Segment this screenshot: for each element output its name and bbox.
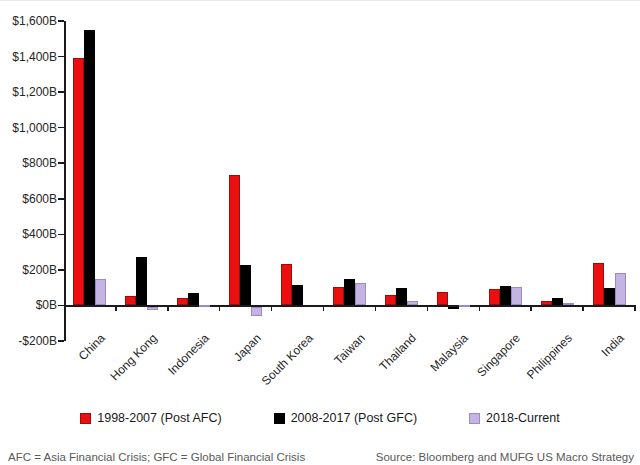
bar [604,288,615,306]
bar [396,288,407,306]
bar [437,292,448,305]
legend-swatch [469,413,480,424]
bar [281,264,292,306]
x-axis-tick [167,305,169,311]
y-axis-tick [58,198,64,200]
bar [563,303,574,306]
x-axis-tick [582,305,584,311]
y-axis-tick [58,305,64,307]
bar [95,279,106,306]
x-axis-tick [479,305,481,311]
x-axis-tick [323,305,325,311]
legend-label: 1998-2007 (Post AFC) [97,411,221,425]
y-axis-label: $400B [0,227,57,241]
y-axis-label: $800B [0,156,57,170]
plot-area [64,21,635,341]
bar [177,298,188,305]
bar [541,301,552,305]
bar [333,287,344,306]
footer: AFC = Asia Financial Crisis; GFC = Globa… [0,451,640,463]
bar [199,305,210,307]
bar [147,307,158,310]
y-axis-tick [58,127,64,129]
x-axis-tick [427,305,429,311]
y-axis-line [64,21,66,341]
bar [188,293,199,305]
bar [292,285,303,305]
y-axis-label: $200B [0,263,57,277]
y-axis-tick [58,340,64,342]
bar [136,257,147,305]
legend-label: 2018-Current [486,411,560,425]
y-axis-tick [58,20,64,22]
y-axis-label: $1,000B [0,121,57,135]
y-axis-tick [58,56,64,58]
bar [500,286,511,306]
bar [229,175,240,306]
x-axis-tick [530,305,532,311]
legend-label: 2008-2017 (Post GFC) [291,411,417,425]
bar [615,273,626,306]
legend-swatch [80,413,91,424]
legend-swatch [274,413,285,424]
y-axis-label: $1,200B [0,85,57,99]
source-credit: Source: Bloomberg and MUFG US Macro Stra… [376,451,634,463]
bar [593,263,604,306]
x-axis-tick [271,305,273,311]
x-axis-tick [375,305,377,311]
bar [552,298,563,305]
y-axis-label: $1,400B [0,50,57,64]
bar [73,58,84,305]
x-axis-tick [115,305,117,311]
x-axis-tick [634,305,636,311]
y-axis-tick [58,162,64,164]
legend-item: 1998-2007 (Post AFC) [80,411,221,425]
bar [344,279,355,306]
y-axis-label: $600B [0,192,57,206]
y-axis-label: -$200B [0,334,57,348]
bar [251,307,262,316]
y-axis-tick [58,91,64,93]
bar [240,265,251,306]
bar [459,305,470,307]
bar [84,30,95,306]
y-axis-label: $0B [0,298,57,312]
legend-item: 2008-2017 (Post GFC) [274,411,417,425]
legend: 1998-2007 (Post AFC) 2008-2017 (Post GFC)… [0,411,640,425]
bar [407,301,418,305]
bar [489,289,500,306]
bar-chart: $1,600B $1,400B $1,200B $1,000B $800B $600B $4… [0,0,640,465]
footnote-abbreviations: AFC = Asia Financial Crisis; GFC = Globa… [8,451,305,463]
bar [125,296,136,306]
y-axis-tick [58,269,64,271]
x-axis-tick [219,305,221,311]
bar [511,287,522,306]
bar [355,283,366,305]
bar [448,307,459,309]
bar [385,295,396,306]
legend-item: 2018-Current [469,411,560,425]
y-axis-tick [58,234,64,236]
y-axis-label: $1,600B [0,14,57,28]
